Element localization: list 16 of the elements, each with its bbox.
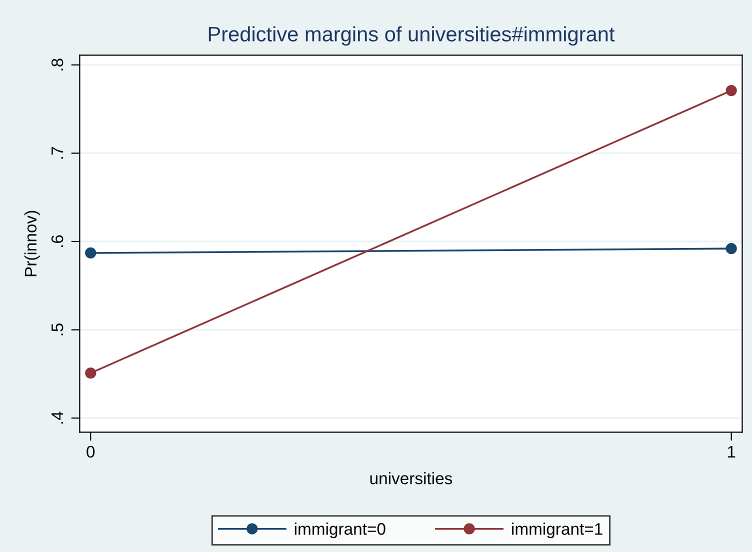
x-tick-label: 1: [728, 446, 736, 458]
y-tick-label: .8: [51, 58, 64, 70]
point: [726, 84, 737, 96]
y-tick-label: .7: [52, 147, 64, 159]
y-tick-label: .5: [52, 324, 64, 336]
y-tick-label: .4: [52, 412, 64, 424]
legend-label: immigrant=0: [294, 522, 386, 538]
x-axis-title: universities: [370, 472, 452, 484]
y-tick-label: .6: [51, 235, 64, 247]
x-tick-label: 0: [86, 446, 95, 458]
point: [85, 247, 96, 259]
point: [85, 368, 96, 379]
point: [726, 243, 737, 254]
chart-title: Predictive margins of universities#immigrant: [208, 26, 615, 46]
y-axis-title: Pr(innov): [24, 210, 40, 276]
legend-label: immigrant=1: [512, 522, 602, 538]
